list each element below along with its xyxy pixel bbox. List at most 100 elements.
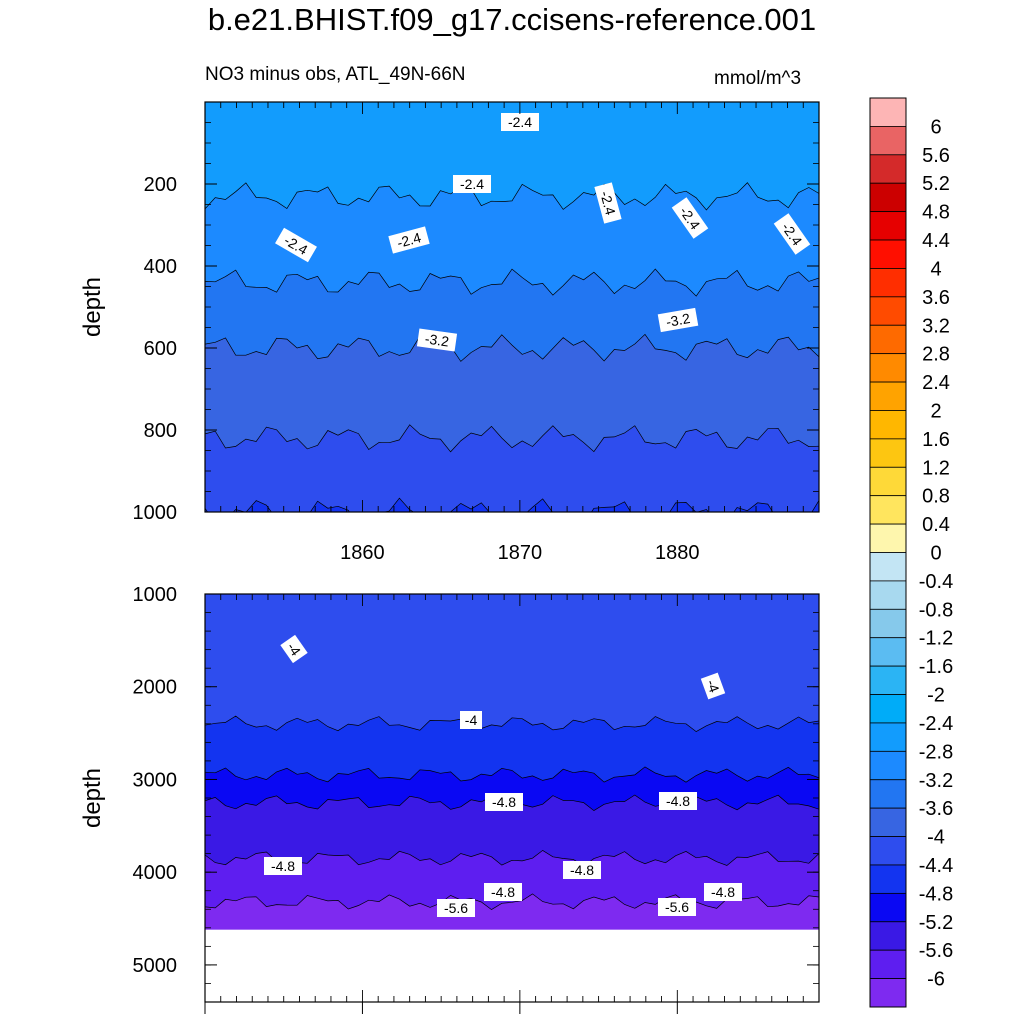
colorbar-frame xyxy=(869,97,907,1008)
colorbar-label: 4 xyxy=(930,258,941,280)
svg-text:-2.4: -2.4 xyxy=(460,176,484,192)
y-tick-label: 800 xyxy=(144,420,177,442)
y-tick-label: 2000 xyxy=(133,677,178,699)
colorbar-swatch xyxy=(869,410,907,440)
colorbar-swatch xyxy=(869,296,907,326)
x-tick-label: 1870 xyxy=(498,542,543,564)
units-label: mmol/m^3 xyxy=(714,68,802,89)
colorbar-swatch xyxy=(869,608,907,639)
colorbar-label: 1.2 xyxy=(922,457,950,479)
colorbar-swatch xyxy=(869,949,907,979)
svg-text:-5.6: -5.6 xyxy=(665,899,689,915)
colorbar-swatch xyxy=(869,694,907,724)
colorbar-label: -4.8 xyxy=(919,883,953,905)
no-data-region xyxy=(205,929,819,1002)
contour-label: -4.8 xyxy=(659,792,697,810)
contour-label: -2.4 xyxy=(594,182,622,224)
colorbar-swatch xyxy=(869,637,907,667)
colorbar-label: 5.2 xyxy=(922,173,950,195)
upper-panel: -2.4-2.4-2.4-2.4-2.4-2.4 -2.4-3.2-3.22004… xyxy=(79,101,820,564)
chart-title: b.e21.BHIST.f09_g17.ccisens-reference.00… xyxy=(207,2,817,37)
contour-fills xyxy=(205,102,819,512)
lower-panel: -4-4-4-4.8 -4.8-4.8 -4.8-4.8 -4.8-5.6 -5.610… xyxy=(79,584,820,1014)
svg-text:-4.8: -4.8 xyxy=(271,858,295,874)
svg-text:-4: -4 xyxy=(703,677,722,694)
colorbar-swatch xyxy=(869,182,907,213)
x-axis: 1860 1870 1880 xyxy=(204,102,820,564)
y-tick-label: 600 xyxy=(144,338,177,360)
contour-label: -4.8 xyxy=(704,883,742,901)
y-axis-label: depth xyxy=(79,768,106,828)
colorbar-swatch xyxy=(869,353,907,383)
contour-label: -3.2 xyxy=(657,307,699,333)
colorbar-swatch xyxy=(869,722,907,752)
svg-text:-2.4: -2.4 xyxy=(597,189,619,217)
colorbar-label: -0.8 xyxy=(919,599,953,621)
colorbar: 6 5.6 5.2 4.8 4.4 4 3.6 3.2 2.8 2.4 2 1.6 1.2 0.8 0.4 0… xyxy=(869,97,953,1008)
contour-label: -4.8 xyxy=(264,857,302,875)
colorbar-swatch xyxy=(869,154,907,184)
svg-text:-2.4: -2.4 xyxy=(508,114,532,130)
colorbar-label: 6 xyxy=(930,116,941,138)
colorbar-label: -2 xyxy=(927,685,945,707)
colorbar-label: 0.8 xyxy=(922,486,950,508)
y-tick-label: 4000 xyxy=(133,862,178,884)
x-tick-label: 1860 xyxy=(340,542,385,564)
colorbar-label: 3.2 xyxy=(922,315,950,337)
colorbar-swatch xyxy=(869,552,907,582)
colorbar-label: 5.6 xyxy=(922,145,950,167)
colorbar-label: -3.6 xyxy=(919,798,953,820)
contour-label: -4.8 xyxy=(563,861,601,879)
x-axis xyxy=(204,594,820,1014)
colorbar-label: -1.6 xyxy=(919,656,953,678)
colorbar-label: 4.4 xyxy=(922,230,950,252)
y-axis-label: depth xyxy=(79,277,106,337)
colorbar-label: 0.4 xyxy=(922,514,950,536)
y-axis: 1000 2000 3000 4000 5000 xyxy=(133,584,819,1003)
y-tick-label: 1000 xyxy=(133,502,178,524)
colorbar-label: 2 xyxy=(930,400,941,422)
contour-label: -3.2 xyxy=(416,328,458,352)
colorbar-swatch xyxy=(869,466,907,497)
colorbar-label: -5.6 xyxy=(919,940,953,962)
y-tick-label: 5000 xyxy=(133,955,178,977)
colorbar-label: -3.2 xyxy=(919,770,953,792)
svg-text:-4.8: -4.8 xyxy=(711,884,735,900)
contour-label: -5.6 xyxy=(658,898,696,916)
colorbar-label: -2.4 xyxy=(919,713,953,735)
x-tick-label: 1880 xyxy=(655,542,700,564)
colorbar-swatch xyxy=(869,807,907,837)
svg-text:-5.6: -5.6 xyxy=(444,900,468,916)
colorbar-label: 3.6 xyxy=(922,287,950,309)
svg-text:-4: -4 xyxy=(465,712,478,728)
colorbar-label: -1.2 xyxy=(919,628,953,650)
svg-text:-4.8: -4.8 xyxy=(491,884,515,900)
svg-text:-3.2: -3.2 xyxy=(665,310,692,330)
svg-text:-3.2: -3.2 xyxy=(424,330,450,349)
contour-label: -2.4 xyxy=(388,226,430,254)
svg-text:-2.4: -2.4 xyxy=(395,229,423,251)
colorbar-swatch xyxy=(869,239,907,269)
contour-band xyxy=(205,497,819,512)
colorbar-swatch xyxy=(869,978,907,1008)
chart-subtitle: NO3 minus obs, ATL_49N-66N xyxy=(205,64,466,85)
colorbar-swatch xyxy=(869,750,907,781)
colorbar-label: 0 xyxy=(930,543,941,565)
colorbar-swatch xyxy=(869,523,907,553)
colorbar-label: 2.8 xyxy=(922,344,950,366)
y-tick-label: 400 xyxy=(144,256,177,278)
contour-label: -4.8 xyxy=(484,883,522,901)
contour-label: -5.6 xyxy=(437,899,475,917)
colorbar-swatch xyxy=(869,126,907,156)
svg-text:-4.8: -4.8 xyxy=(666,793,690,809)
contour-label: -4 xyxy=(460,711,482,729)
colorbar-swatch xyxy=(869,836,907,866)
colorbar-swatch xyxy=(869,580,907,610)
colorbar-label: -2.8 xyxy=(919,741,953,763)
colorbar-swatch xyxy=(869,324,907,355)
y-tick-label: 1000 xyxy=(133,584,178,606)
colorbar-label: -4 xyxy=(927,827,945,849)
colorbar-label: -0.4 xyxy=(919,571,953,593)
colorbar-swatch xyxy=(869,381,907,411)
